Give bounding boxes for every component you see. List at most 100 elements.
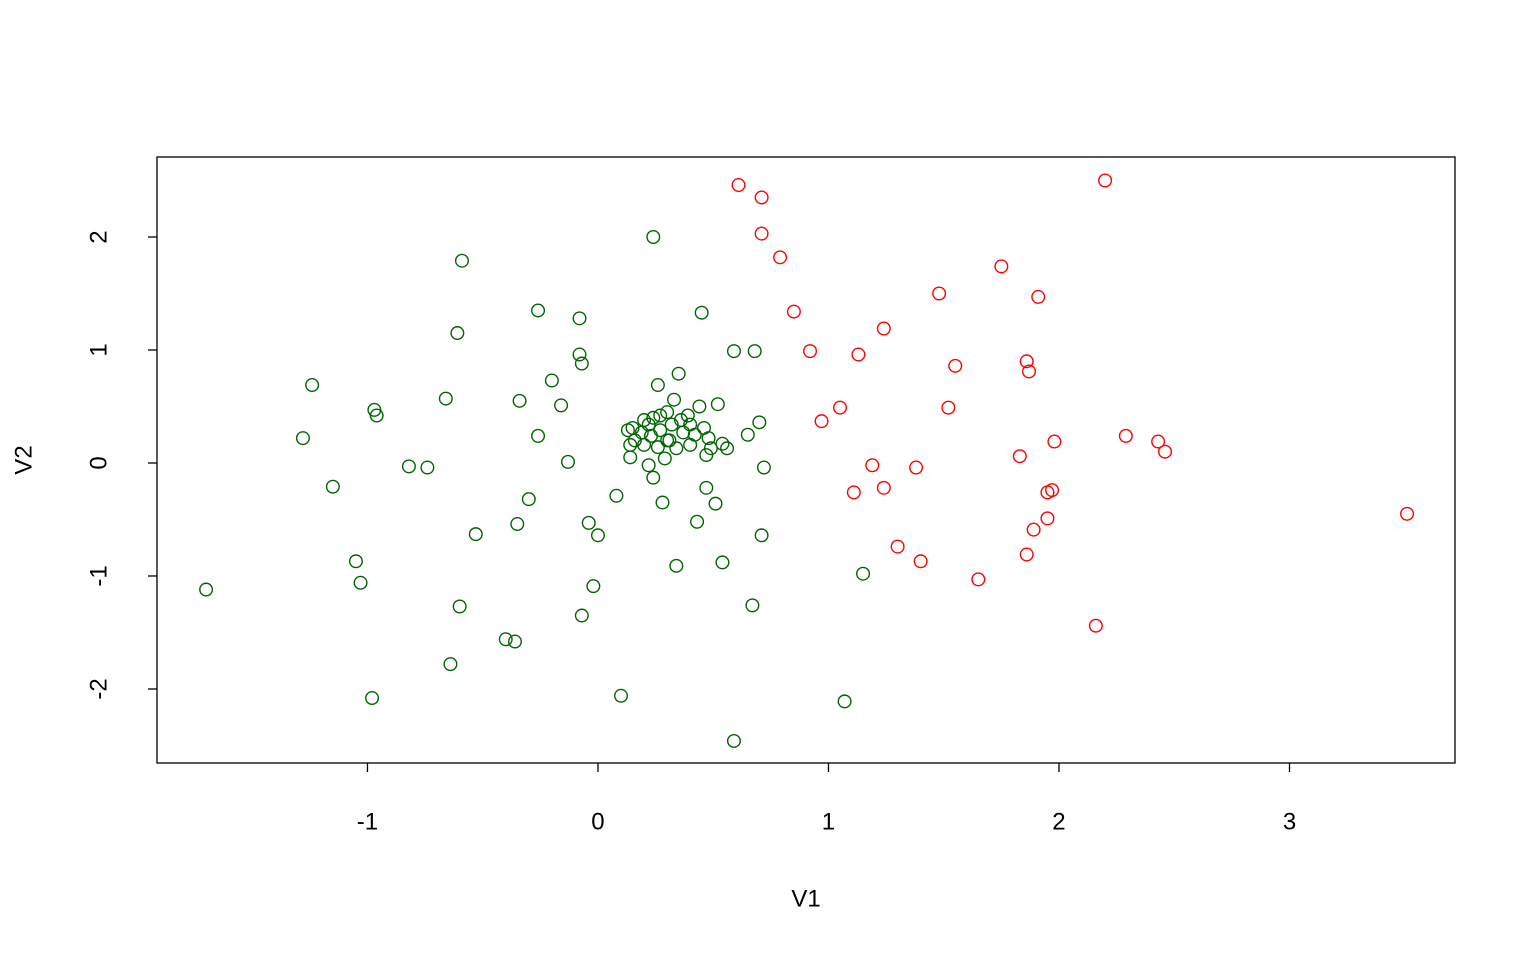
- point: [1045, 483, 1060, 498]
- point: [664, 417, 679, 432]
- point: [1047, 434, 1062, 449]
- point: [865, 458, 880, 473]
- point: [646, 470, 661, 485]
- point: [932, 286, 947, 301]
- point: [941, 400, 956, 415]
- point: [614, 688, 629, 703]
- x-tick-label: 1: [822, 808, 835, 835]
- point: [581, 515, 596, 530]
- point: [726, 733, 741, 748]
- point: [669, 441, 684, 456]
- x-tick-label: -1: [357, 808, 378, 835]
- point: [876, 480, 891, 495]
- point: [710, 397, 725, 412]
- point: [754, 226, 769, 241]
- point: [669, 558, 684, 573]
- point: [305, 378, 320, 393]
- point: [971, 572, 986, 587]
- point: [694, 305, 709, 320]
- point: [1019, 547, 1034, 562]
- point: [544, 373, 559, 388]
- point: [199, 582, 214, 597]
- point: [747, 344, 762, 359]
- point: [454, 253, 469, 268]
- point: [590, 528, 605, 543]
- y-tick-label: 2: [85, 230, 112, 243]
- point: [348, 554, 363, 569]
- point: [752, 415, 767, 430]
- point: [731, 178, 746, 193]
- point: [438, 391, 453, 406]
- point: [498, 632, 513, 647]
- point: [773, 250, 788, 265]
- point: [745, 598, 760, 613]
- point: [701, 431, 716, 446]
- point: [420, 460, 435, 475]
- point: [468, 527, 483, 542]
- point: [574, 608, 589, 623]
- point: [450, 326, 465, 341]
- point: [1012, 449, 1027, 464]
- point: [623, 437, 638, 452]
- point: [676, 425, 691, 440]
- point: [786, 304, 801, 319]
- y-tick-label: 1: [85, 343, 112, 356]
- point: [554, 398, 569, 413]
- point: [856, 566, 871, 581]
- point: [690, 514, 705, 529]
- point: [353, 575, 368, 590]
- point: [814, 414, 829, 429]
- point: [994, 259, 1009, 274]
- point: [1098, 173, 1113, 188]
- point: [637, 437, 652, 452]
- point: [1118, 428, 1133, 443]
- point: [627, 433, 642, 448]
- point: [890, 539, 905, 554]
- point: [846, 485, 861, 500]
- point: [609, 488, 624, 503]
- point: [803, 344, 818, 359]
- point: [521, 492, 536, 507]
- point: [740, 427, 755, 442]
- point: [708, 496, 723, 511]
- point: [510, 517, 525, 532]
- point: [851, 347, 866, 362]
- point: [531, 428, 546, 443]
- point: [1400, 506, 1415, 521]
- point: [572, 347, 587, 362]
- point: [660, 405, 675, 420]
- point: [512, 393, 527, 408]
- point: [699, 480, 714, 495]
- point: [650, 440, 665, 455]
- point: [637, 413, 652, 428]
- point: [1019, 354, 1034, 369]
- x-tick-label: 3: [1283, 808, 1296, 835]
- point: [671, 366, 686, 381]
- point: [715, 555, 730, 570]
- point: [833, 400, 848, 415]
- point: [1158, 444, 1173, 459]
- point: [365, 691, 380, 706]
- point: [443, 657, 458, 672]
- point: [662, 433, 677, 448]
- point: [1040, 511, 1055, 526]
- y-tick-label: -1: [85, 565, 112, 586]
- point: [531, 303, 546, 318]
- point: [754, 190, 769, 205]
- point: [948, 358, 963, 373]
- point: [452, 599, 467, 614]
- point: [655, 495, 670, 510]
- point: [754, 528, 769, 543]
- point: [572, 311, 587, 326]
- point: [646, 410, 661, 425]
- point: [1088, 618, 1103, 633]
- point: [1022, 364, 1037, 379]
- point: [586, 579, 601, 594]
- point: [1031, 289, 1046, 304]
- point: [680, 408, 695, 423]
- point: [683, 417, 698, 432]
- point: [837, 694, 852, 709]
- point: [720, 441, 735, 456]
- x-axis-title: V1: [791, 885, 820, 912]
